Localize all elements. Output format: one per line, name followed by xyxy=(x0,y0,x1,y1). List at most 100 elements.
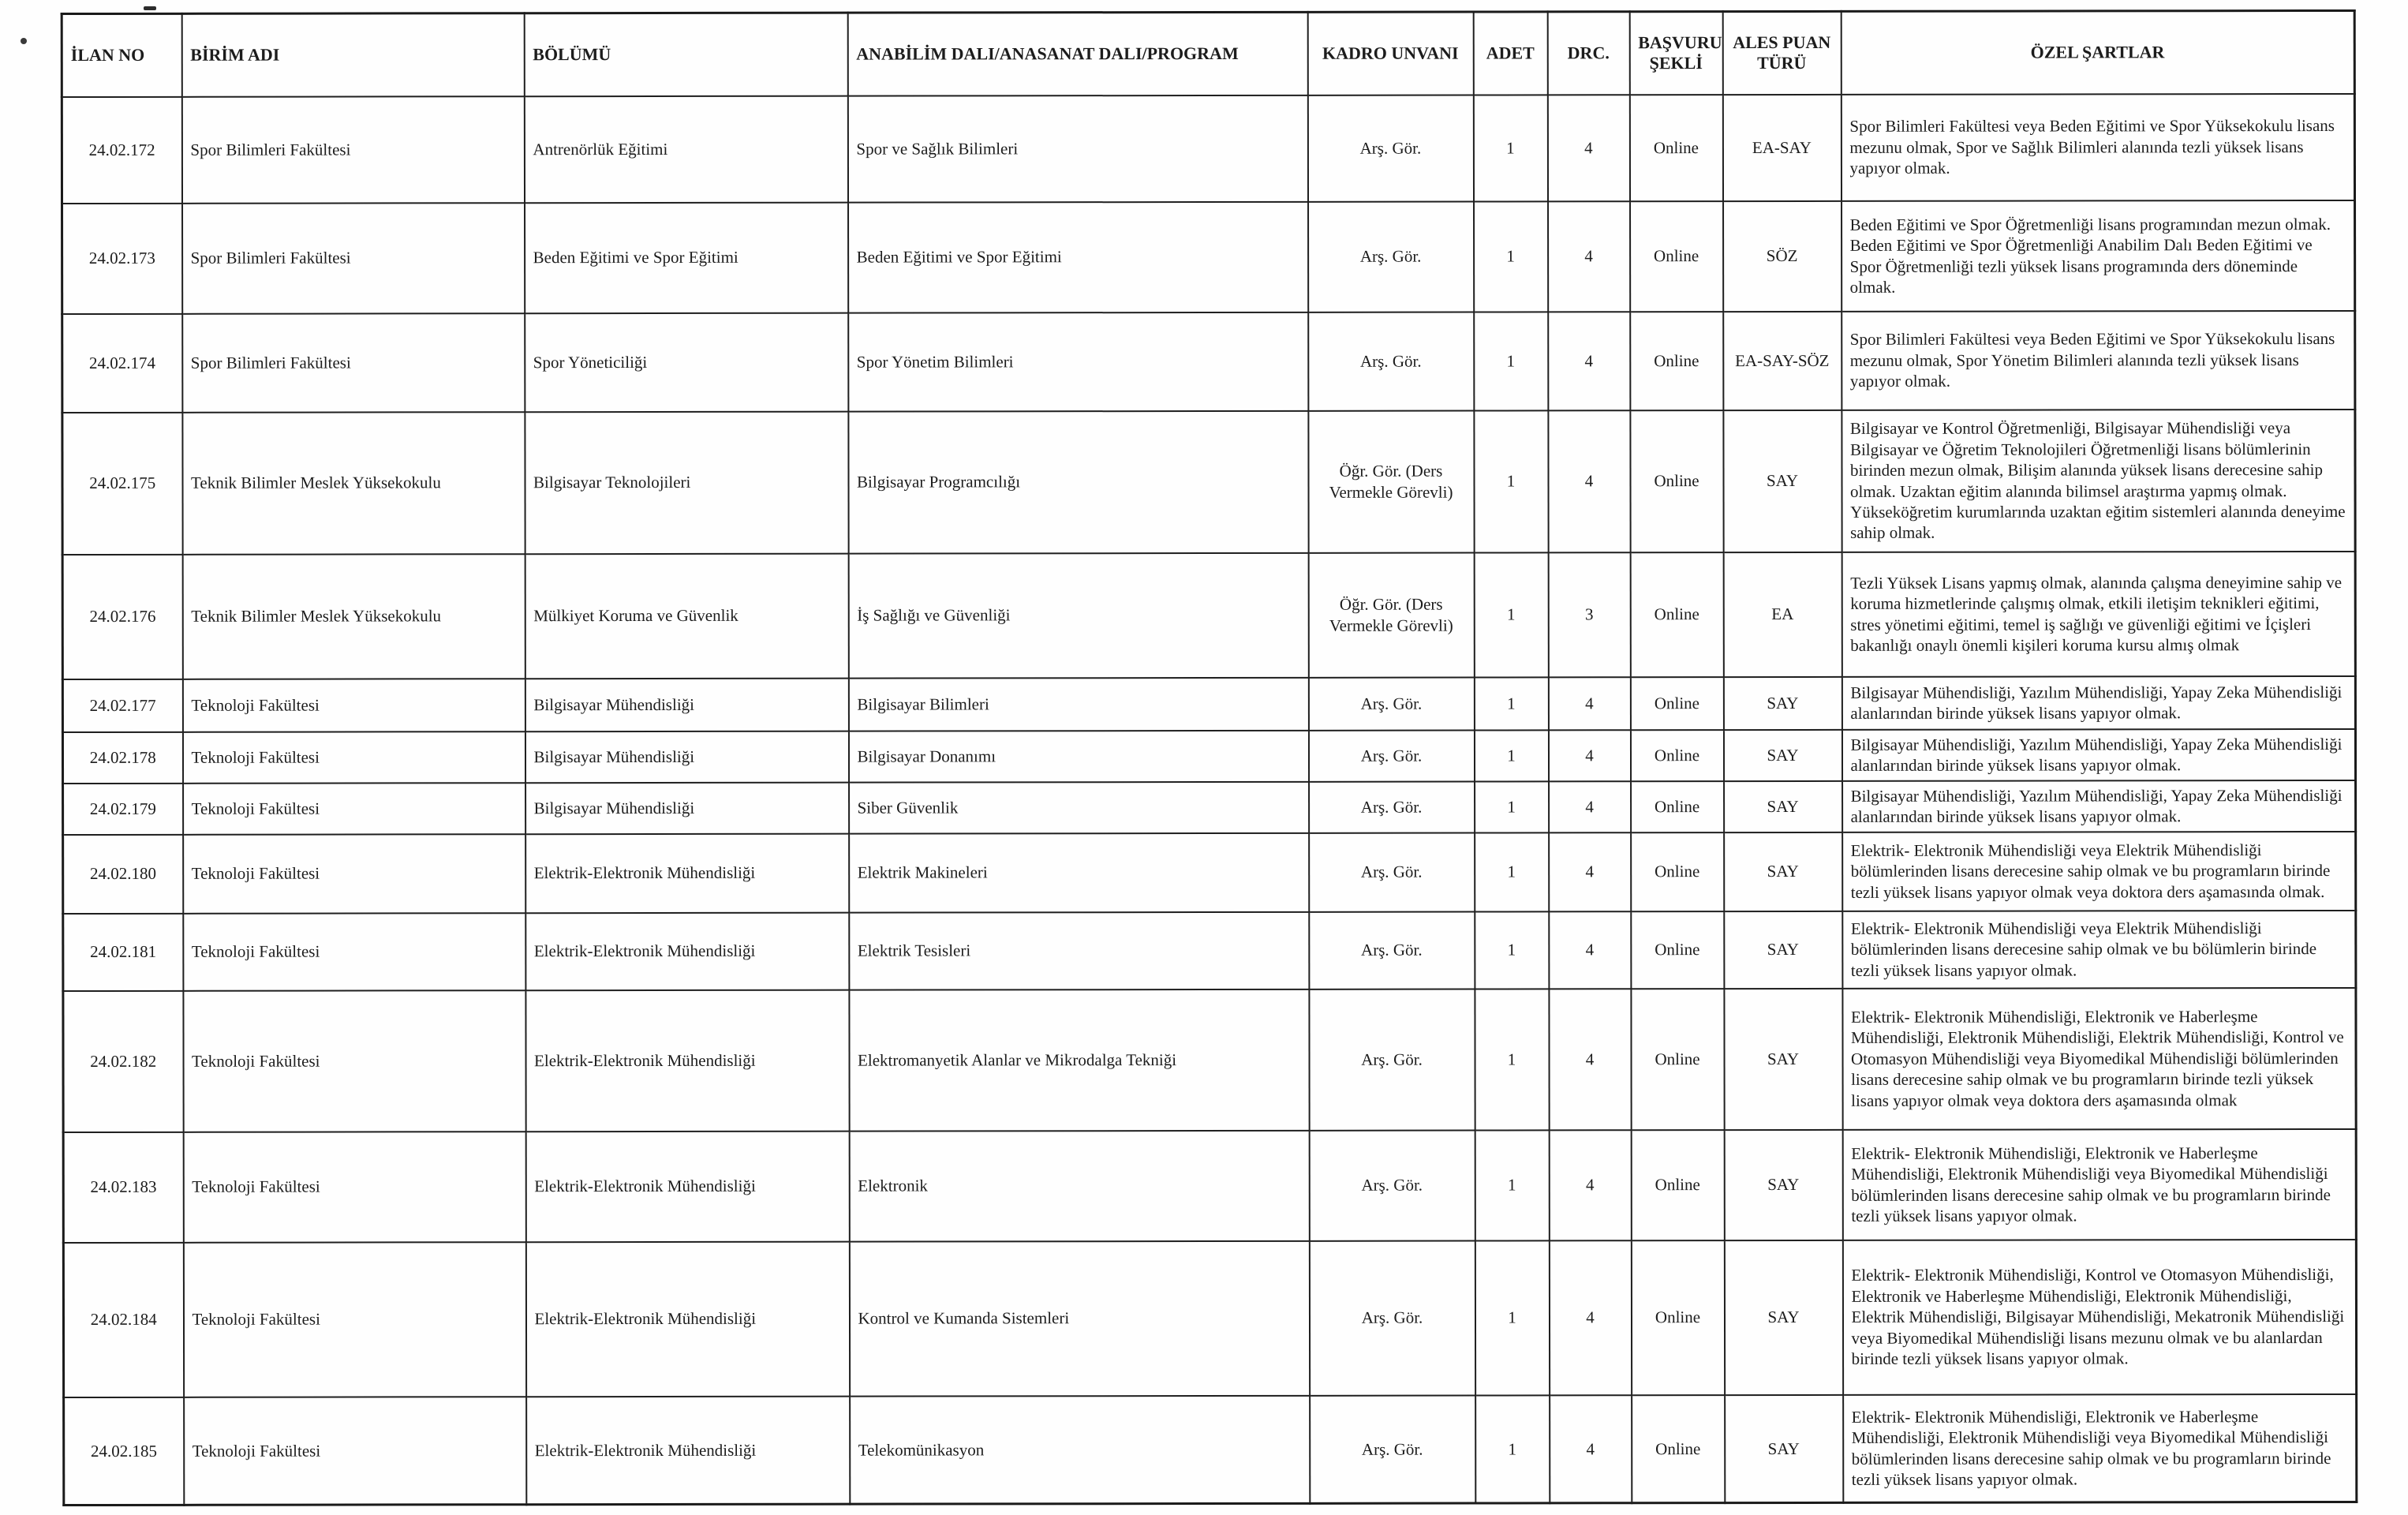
cell-kadro-unvani: Arş. Gör. xyxy=(1307,312,1474,411)
cell-birim-adi: Teknik Bilimler Meslek Yüksekokulu xyxy=(182,553,525,679)
cell-drc: 3 xyxy=(1548,552,1631,677)
cell-birim-adi: Spor Bilimleri Fakültesi xyxy=(181,202,525,314)
cell-bolumu: Elektrik-Elektronik Mühendisliği xyxy=(525,833,849,913)
cell-ozel-sartlar: Elektrik- Elektronik Mühendisliği, Elekt… xyxy=(1842,1393,2357,1503)
cell-kadro-unvani: Öğr. Gör. (Ders Vermekle Görevli) xyxy=(1307,410,1475,553)
table-row: 24.02.181 Teknoloji Fakültesi Elektrik-E… xyxy=(62,910,2356,991)
cell-basvuru-sekli: Online xyxy=(1629,410,1724,552)
cell-drc: 4 xyxy=(1548,988,1632,1130)
cell-ozel-sartlar: Bilgisayar Mühendisliği, Yazılım Mühendi… xyxy=(1842,780,2356,832)
cell-anabilim: Elektronik xyxy=(849,1130,1310,1242)
cell-basvuru-sekli: Online xyxy=(1630,676,1724,730)
cell-adet: 1 xyxy=(1475,1129,1550,1241)
cell-bolumu: Spor Yöneticiliği xyxy=(524,312,848,412)
cell-adet: 1 xyxy=(1474,780,1549,833)
cell-ales-puan-turu: EA-SAY xyxy=(1722,94,1842,201)
cell-adet: 1 xyxy=(1473,311,1548,411)
col-header-basvuru-sekli: BAŞVURU ŞEKLİ xyxy=(1629,11,1723,95)
cell-kadro-unvani: Arş. Gör. xyxy=(1308,911,1475,989)
table-row: 24.02.182 Teknoloji Fakültesi Elektrik-E… xyxy=(62,987,2357,1132)
cell-bolumu: Mülkiyet Koruma ve Güvenlik xyxy=(525,553,849,679)
cell-anabilim: Elektrik Tesisleri xyxy=(848,911,1309,990)
scan-speck-bullet xyxy=(21,38,27,44)
job-postings-table: İLAN NO BİRİM ADI BÖLÜMÜ ANABİLİM DALI/A… xyxy=(60,9,2358,1507)
cell-birim-adi: Teknoloji Fakültesi xyxy=(182,731,525,784)
cell-ozel-sartlar: Elektrik- Elektronik Mühendisliği veya E… xyxy=(1842,831,2356,911)
cell-basvuru-sekli: Online xyxy=(1629,94,1723,201)
cell-drc: 4 xyxy=(1549,1240,1632,1395)
col-header-kadro-unvani: KADRO UNVANI xyxy=(1307,12,1474,95)
cell-adet: 1 xyxy=(1473,94,1548,202)
cell-ales-puan-turu: EA-SAY-SÖZ xyxy=(1722,311,1842,410)
cell-ales-puan-turu: SAY xyxy=(1723,832,1842,911)
cell-ozel-sartlar: Bilgisayar ve Kontrol Öğretmenliği, Bilg… xyxy=(1841,409,2356,552)
cell-birim-adi: Teknoloji Fakültesi xyxy=(182,678,525,732)
table-header-row: İLAN NO BİRİM ADI BÖLÜMÜ ANABİLİM DALI/A… xyxy=(62,10,2355,97)
cell-birim-adi: Teknoloji Fakültesi xyxy=(182,989,526,1132)
cell-basvuru-sekli: Online xyxy=(1631,1394,1725,1503)
cell-drc: 4 xyxy=(1548,911,1631,989)
cell-ozel-sartlar: Spor Bilimleri Fakültesi veya Beden Eğit… xyxy=(1841,93,2355,201)
table-row: 24.02.183 Teknoloji Fakültesi Elektrik-E… xyxy=(63,1128,2357,1243)
cell-ales-puan-turu: SAY xyxy=(1724,1240,1843,1395)
cell-basvuru-sekli: Online xyxy=(1630,988,1725,1130)
cell-basvuru-sekli: Online xyxy=(1630,729,1724,781)
cell-anabilim: Bilgisayar Bilimleri xyxy=(848,677,1309,731)
cell-birim-adi: Teknoloji Fakültesi xyxy=(182,833,525,914)
cell-ozel-sartlar: Tezli Yüksek Lisans yapmış olmak, alanın… xyxy=(1842,551,2356,677)
cell-bolumu: Bilgisayar Mühendisliği xyxy=(525,782,849,834)
table-row: 24.02.185 Teknoloji Fakültesi Elektrik-E… xyxy=(63,1393,2357,1506)
cell-birim-adi: Spor Bilimleri Fakültesi xyxy=(181,312,525,413)
cell-adet: 1 xyxy=(1474,911,1549,989)
cell-basvuru-sekli: Online xyxy=(1629,311,1723,410)
cell-basvuru-sekli: Online xyxy=(1629,200,1723,312)
table-row: 24.02.175 Teknik Bilimler Meslek Yükseko… xyxy=(62,409,2356,555)
cell-ales-puan-turu: EA xyxy=(1723,552,1842,677)
col-header-anabilim: ANABİLİM DALI/ANASANAT DALI/PROGRAM xyxy=(847,12,1308,96)
cell-birim-adi: Teknoloji Fakültesi xyxy=(183,1131,526,1243)
table-row: 24.02.177 Teknoloji Fakültesi Bilgisayar… xyxy=(62,675,2356,732)
cell-anabilim: Bilgisayar Programcılığı xyxy=(847,410,1309,554)
cell-ozel-sartlar: Bilgisayar Mühendisliği, Yazılım Mühendi… xyxy=(1842,675,2356,730)
cell-anabilim: Beden Eğitimi ve Spor Eğitimi xyxy=(847,201,1308,313)
cell-kadro-unvani: Öğr. Gör. (Ders Vermekle Görevli) xyxy=(1308,552,1475,678)
table-row: 24.02.176 Teknik Bilimler Meslek Yükseko… xyxy=(62,551,2356,679)
cell-ilan-no: 24.02.173 xyxy=(62,203,182,314)
cell-anabilim: Siber Güvenlik xyxy=(848,781,1309,834)
cell-basvuru-sekli: Online xyxy=(1630,780,1724,832)
cell-ozel-sartlar: Spor Bilimleri Fakültesi veya Beden Eğit… xyxy=(1841,310,2355,410)
cell-basvuru-sekli: Online xyxy=(1630,911,1724,989)
cell-ales-puan-turu: SAY xyxy=(1724,1129,1843,1240)
cell-ilan-no: 24.02.178 xyxy=(62,731,183,784)
cell-ales-puan-turu: SAY xyxy=(1723,780,1842,832)
cell-kadro-unvani: Arş. Gör. xyxy=(1308,730,1475,782)
col-header-ozel-sartlar: ÖZEL ŞARTLAR xyxy=(1841,10,2355,95)
cell-bolumu: Bilgisayar Mühendisliği xyxy=(525,731,849,783)
cell-kadro-unvani: Arş. Gör. xyxy=(1308,989,1475,1131)
cell-adet: 1 xyxy=(1474,552,1549,678)
cell-kadro-unvani: Arş. Gör. xyxy=(1307,95,1474,202)
table-row: 24.02.180 Teknoloji Fakültesi Elektrik-E… xyxy=(62,831,2356,914)
cell-ilan-no: 24.02.175 xyxy=(62,412,183,555)
col-header-birim-adi: BİRİM ADI xyxy=(181,13,525,97)
cell-ilan-no: 24.02.185 xyxy=(63,1397,184,1506)
cell-ilan-no: 24.02.179 xyxy=(62,783,183,835)
cell-anabilim: Bilgisayar Donanımı xyxy=(848,730,1309,783)
cell-ilan-no: 24.02.180 xyxy=(62,834,183,914)
cell-bolumu: Elektrik-Elektronik Mühendisliği xyxy=(525,1396,850,1505)
cell-drc: 4 xyxy=(1547,200,1630,312)
table-row: 24.02.178 Teknoloji Fakültesi Bilgisayar… xyxy=(62,728,2356,784)
cell-bolumu: Elektrik-Elektronik Mühendisliği xyxy=(525,1241,850,1397)
cell-basvuru-sekli: Online xyxy=(1630,552,1724,677)
cell-anabilim: Elektrik Makineleri xyxy=(848,832,1309,913)
cell-ozel-sartlar: Beden Eğitimi ve Spor Öğretmenliği lisan… xyxy=(1841,200,2355,312)
cell-anabilim: Telekomünikasyon xyxy=(849,1395,1310,1505)
cell-adet: 1 xyxy=(1475,1240,1550,1396)
cell-ales-puan-turu: SÖZ xyxy=(1722,200,1842,312)
cell-basvuru-sekli: Online xyxy=(1631,1129,1725,1240)
cell-ilan-no: 24.02.183 xyxy=(63,1132,184,1243)
cell-kadro-unvani: Arş. Gör. xyxy=(1309,1395,1475,1504)
cell-ilan-no: 24.02.181 xyxy=(62,913,183,991)
cell-ales-puan-turu: SAY xyxy=(1723,911,1842,989)
cell-drc: 4 xyxy=(1549,1394,1632,1503)
